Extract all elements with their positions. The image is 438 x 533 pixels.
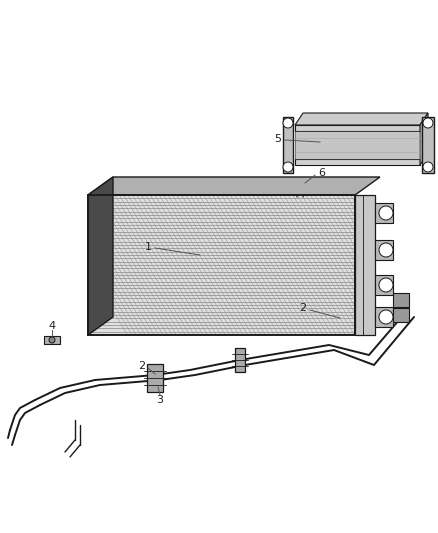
Bar (393, 308, 409, 322)
Text: 1: 1 (145, 242, 152, 252)
Polygon shape (283, 117, 293, 173)
Polygon shape (147, 364, 163, 392)
Bar (88, 195, 355, 335)
Circle shape (379, 206, 393, 220)
Circle shape (283, 118, 293, 128)
Bar (295, 159, 420, 165)
Polygon shape (375, 240, 393, 260)
Bar (44, 336, 60, 344)
Polygon shape (294, 178, 310, 188)
Text: 2: 2 (138, 361, 145, 371)
Circle shape (298, 179, 306, 187)
Text: 6: 6 (318, 168, 325, 178)
Bar (295, 125, 420, 131)
Text: 2: 2 (300, 303, 307, 313)
Bar (295, 131, 420, 159)
Bar (355, 195, 375, 335)
Polygon shape (375, 307, 393, 327)
Polygon shape (422, 117, 434, 173)
Polygon shape (375, 275, 393, 295)
Circle shape (379, 278, 393, 292)
Circle shape (423, 162, 433, 172)
Circle shape (379, 310, 393, 324)
Polygon shape (88, 177, 113, 335)
Text: 4: 4 (49, 321, 56, 331)
Circle shape (49, 337, 55, 343)
Polygon shape (420, 113, 428, 165)
Polygon shape (88, 177, 380, 195)
Circle shape (379, 243, 393, 257)
Circle shape (283, 162, 293, 172)
Text: 5: 5 (275, 134, 282, 144)
Polygon shape (235, 348, 245, 372)
Circle shape (423, 118, 433, 128)
Bar (88, 195, 355, 335)
Polygon shape (295, 113, 428, 125)
Text: 3: 3 (156, 395, 163, 405)
Bar (393, 293, 409, 307)
Polygon shape (375, 203, 393, 223)
